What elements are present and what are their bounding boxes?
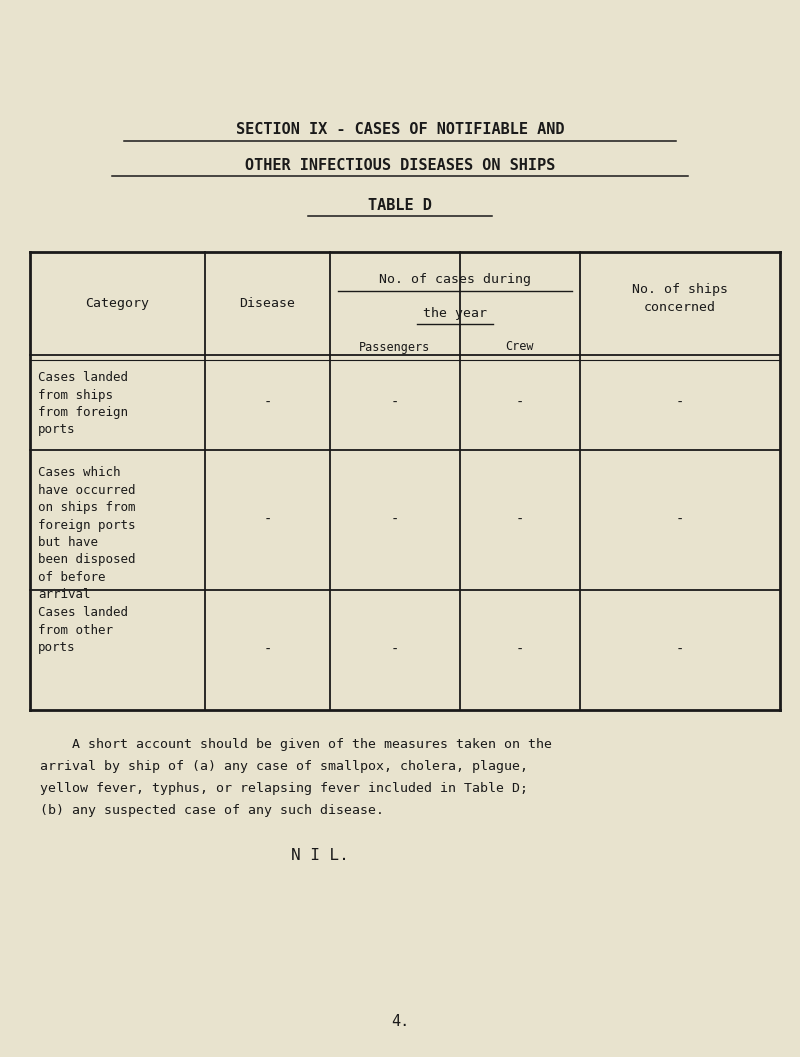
- Text: the year: the year: [423, 307, 487, 319]
- Text: 4.: 4.: [391, 1015, 409, 1030]
- Text: Cases landed
from ships
from foreign
ports: Cases landed from ships from foreign por…: [38, 371, 128, 437]
- Text: Disease: Disease: [239, 297, 295, 310]
- Text: -: -: [391, 395, 399, 409]
- Text: (b) any suspected case of any such disease.: (b) any suspected case of any such disea…: [40, 804, 384, 817]
- Text: yellow fever, typhus, or relapsing fever included in Table D;: yellow fever, typhus, or relapsing fever…: [40, 782, 528, 795]
- Text: No. of ships
concerned: No. of ships concerned: [632, 283, 728, 314]
- Text: -: -: [516, 643, 524, 657]
- Text: -: -: [516, 395, 524, 409]
- Text: -: -: [391, 643, 399, 657]
- Text: -: -: [263, 395, 272, 409]
- Text: Cases which
have occurred
on ships from
foreign ports
but have
been disposed
of : Cases which have occurred on ships from …: [38, 466, 135, 601]
- Text: -: -: [516, 513, 524, 527]
- Text: -: -: [391, 513, 399, 527]
- Text: Crew: Crew: [506, 340, 534, 353]
- Text: N I L.: N I L.: [291, 848, 349, 863]
- Text: -: -: [676, 643, 684, 657]
- Text: Cases landed
from other
ports: Cases landed from other ports: [38, 606, 128, 654]
- Text: Passengers: Passengers: [359, 340, 430, 353]
- Text: OTHER INFECTIOUS DISEASES ON SHIPS: OTHER INFECTIOUS DISEASES ON SHIPS: [245, 157, 555, 172]
- Text: SECTION IX - CASES OF NOTIFIABLE AND: SECTION IX - CASES OF NOTIFIABLE AND: [236, 123, 564, 137]
- Text: -: -: [676, 395, 684, 409]
- Text: arrival by ship of (a) any case of smallpox, cholera, plague,: arrival by ship of (a) any case of small…: [40, 760, 528, 773]
- Text: Category: Category: [86, 297, 150, 310]
- Text: A short account should be given of the measures taken on the: A short account should be given of the m…: [40, 738, 552, 752]
- Text: -: -: [263, 513, 272, 527]
- Text: TABLE D: TABLE D: [368, 198, 432, 212]
- Text: -: -: [676, 513, 684, 527]
- Text: No. of cases during: No. of cases during: [379, 274, 531, 286]
- Text: -: -: [263, 643, 272, 657]
